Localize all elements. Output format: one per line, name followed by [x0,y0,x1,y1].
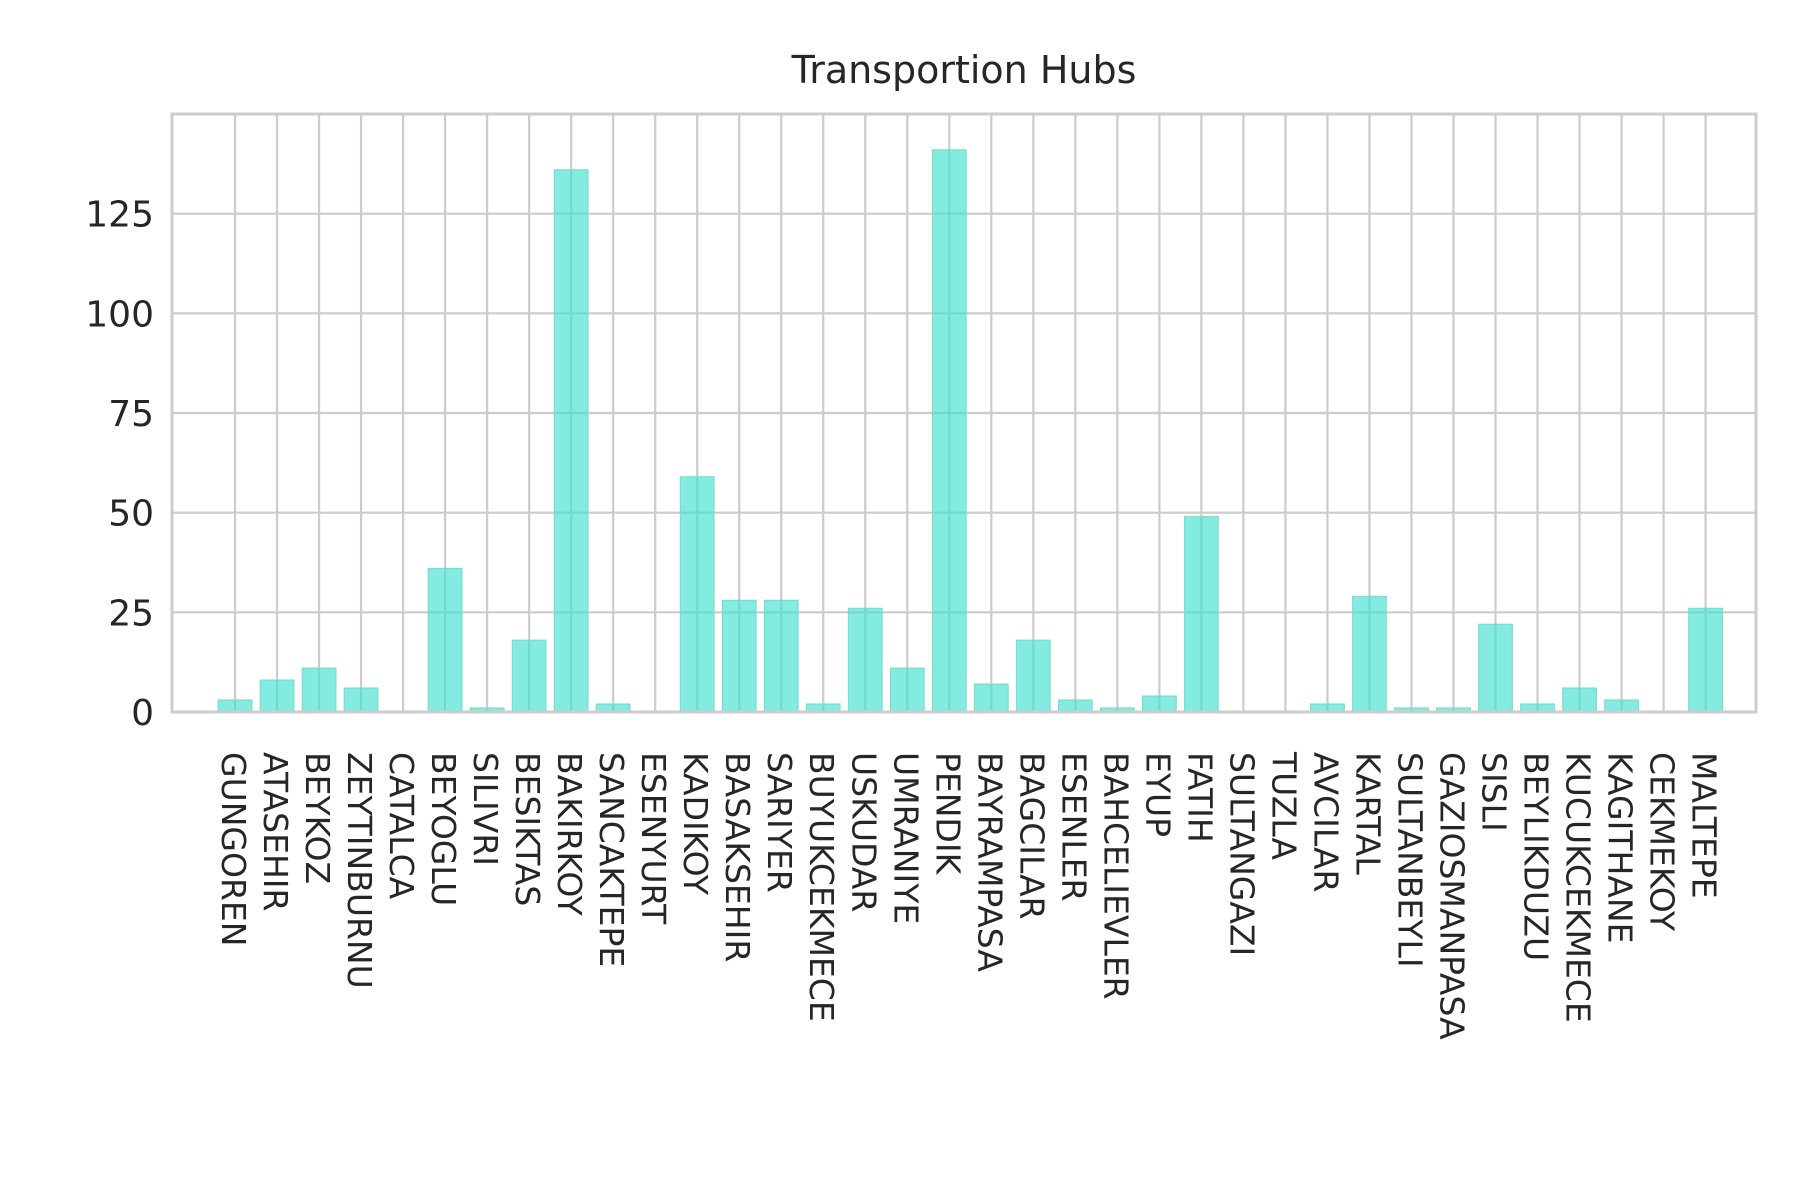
y-tick-label: 0 [131,693,154,734]
x-tick-label: BASAKSEHIR [718,752,757,962]
bar-bakirkoy [553,169,589,713]
plot-frame [170,112,1758,714]
x-tick-label: FATIH [1180,752,1219,843]
y-tick-label: 50 [108,494,154,535]
bar-maltepe [1688,607,1723,713]
bar-basaksehir [721,599,757,713]
x-tick-label: USKUDAR [844,752,883,912]
x-tick-label: GUNGOREN [214,752,253,946]
bar-esenler [1057,699,1093,713]
x-tick-label: BEYKOZ [298,752,337,884]
y-axis-ticks: 0 25 50 75 100 125 [85,195,154,734]
bar-pendik [931,149,967,713]
bar-kadikoy [679,476,715,713]
x-tick-label: TUZLA [1264,751,1303,860]
x-tick-label: KUCUKCEKMECE [1559,752,1598,1023]
bar-eyup [1141,695,1177,713]
grid-layer [172,114,1756,714]
bar-bayrampasa [973,683,1009,713]
x-tick-label: UMRANIYE [886,752,925,924]
x-tick-label: SANCAKTEPE [592,752,631,967]
y-tick-label: 75 [108,394,154,435]
y-tick-label: 25 [108,593,154,634]
x-tick-label: SARIYER [760,752,799,893]
x-tick-label: KAGITHANE [1601,752,1640,943]
x-tick-label: EYUP [1138,752,1177,837]
x-tick-label: SISLI [1475,752,1514,832]
y-tick-label: 125 [85,195,154,236]
x-axis-ticks: GUNGOREN ATASEHIR BEYKOZ ZEYTINBURNU CATALCA… [214,751,1724,1040]
x-tick-label: BESIKTAS [508,752,547,906]
x-tick-label: GAZIOSMANPASA [1432,752,1471,1040]
bar-besiktas [511,639,547,713]
x-tick-label: CEKMEKOY [1643,752,1682,932]
bar-atasehir [259,679,295,713]
x-tick-label: SULTANGAZI [1222,752,1261,956]
x-tick-label: PENDIK [928,752,967,876]
bar-beyoglu [427,567,463,713]
bar-kucukcekmece [1562,687,1597,713]
x-tick-label: BAKIRKOY [550,752,589,917]
bar-uskudar [847,607,883,713]
x-tick-label: BEYLIKDUZU [1517,752,1556,961]
x-tick-label: ZEYTINBURNU [340,752,379,989]
x-tick-label: SILIVRI [466,752,505,866]
y-tick-label: 100 [85,294,154,335]
bar-bagcilar [1015,639,1051,713]
x-tick-label: BAYRAMPASA [970,752,1009,972]
x-tick-label: KARTAL [1348,752,1387,875]
x-tick-label: BUYUKCEKMECE [802,752,841,1022]
bar-zeytinburnu [343,687,379,713]
bar-kagithane [1604,699,1639,713]
x-tick-label: SULTANBEYLI [1390,752,1429,968]
bar-sisli [1478,623,1513,713]
bar-fatih [1183,516,1219,713]
x-tick-label: BAHCELIEVLER [1096,752,1135,1000]
x-tick-label: BAGCILAR [1012,752,1051,920]
bar-layer [217,149,1723,713]
x-tick-label: AVCILAR [1306,752,1345,892]
x-tick-label: KADIKOY [676,752,715,896]
x-tick-label: MALTEPE [1685,752,1724,899]
x-tick-label: ATASEHIR [256,752,295,911]
x-tick-label: CATALCA [382,752,421,900]
bar-sariyer [763,599,799,713]
x-tick-label: ESENLER [1054,752,1093,902]
bar-umraniye [889,667,925,713]
bar-kartal [1352,595,1387,713]
bar-gungoren [217,699,253,713]
bar-beykoz [301,667,337,713]
x-tick-label: BEYOGLU [424,752,463,906]
chart-title: Transportion Hubs [791,48,1137,92]
x-tick-label: ESENYURT [634,752,673,925]
